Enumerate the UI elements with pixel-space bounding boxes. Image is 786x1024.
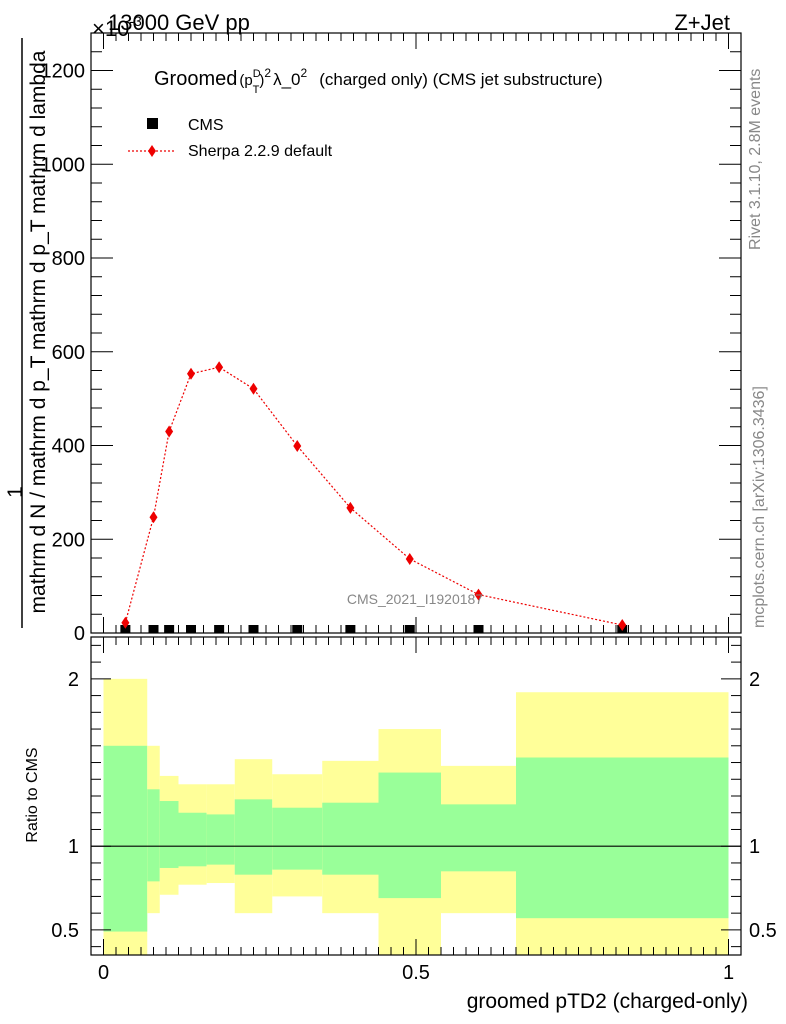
process-label: Z+Jet <box>674 10 730 35</box>
sherpa-point-1 <box>149 511 158 524</box>
sherpa-line <box>124 366 623 626</box>
legend-cms-label: CMS <box>188 117 224 134</box>
energy-label: 13000 GeV pp <box>108 10 250 35</box>
ratio-green-band-4 <box>206 814 235 865</box>
mcplots-label: mcplots.cern.ch [arXiv:1306.3436] <box>751 386 768 628</box>
ratio-y-tick-label-left-0: 0.5 <box>51 920 79 942</box>
ratio-y-tick-label-left-2: 2 <box>68 669 79 691</box>
x-tick-label-2: 1 <box>723 962 734 984</box>
sherpa-point-8 <box>405 552 414 565</box>
y-tick-label-0: 0 <box>74 623 85 645</box>
y-tick-label-2: 400 <box>52 436 85 458</box>
ratio-green-band-7 <box>322 802 379 875</box>
x-tick-label-0: 0 <box>98 962 109 984</box>
ratio-green-band-2 <box>159 801 179 868</box>
legend-cms-marker <box>147 118 158 129</box>
cms-point-7 <box>345 625 356 633</box>
sherpa-point-6 <box>293 439 302 452</box>
ratio-green-band-10 <box>516 757 729 919</box>
sherpa-point-4 <box>215 361 224 374</box>
cms-point-3 <box>186 625 196 633</box>
legend-sherpa-label: Sherpa 2.2.9 default <box>188 143 333 160</box>
cms-point-0 <box>120 625 131 633</box>
x-tick-label-1: 0.5 <box>402 962 430 984</box>
ratio-green-band-5 <box>234 799 273 875</box>
ratio-y-tick-label-right-2: 2 <box>749 669 760 691</box>
ratio-green-band-1 <box>147 789 160 882</box>
rivet-version-label: Rivet 3.1.10, 2.8M events <box>747 69 764 250</box>
cms-point-6 <box>292 625 303 633</box>
ratio-y-tick-label-left-1: 1 <box>68 836 79 858</box>
sherpa-point-0 <box>121 616 130 629</box>
ratio-y-tick-label-right-0: 0.5 <box>749 920 777 942</box>
y-tick-label-3: 600 <box>52 342 85 364</box>
plot-title: Groomed (pD T)2 λ_02 (charged only) (CMS jet… <box>154 66 603 96</box>
cms-point-1 <box>148 625 159 633</box>
ratio-y-tick-label-right-1: 1 <box>749 836 760 858</box>
ratio-green-band-6 <box>272 807 323 870</box>
y-axis-title-denominator: mathrm d N / mathrm d p_T mathrm d p_T m… <box>27 50 50 613</box>
y-axis-title: 1 mathrm d N / mathrm d p_T mathrm d p_T… <box>4 38 50 628</box>
ratio-y-axis-title: Ratio to CMS <box>24 747 41 842</box>
legend-sherpa-marker <box>148 145 156 157</box>
x-axis-title: groomed pTD2 (charged-only) <box>467 990 748 1013</box>
y-tick-label-6: 1200 <box>41 61 86 83</box>
ratio-green-band-0 <box>103 745 148 932</box>
legend: CMS Sherpa 2.2.9 default <box>128 117 333 160</box>
y-tick-label-1: 200 <box>52 529 85 551</box>
analysis-watermark: CMS_2021_I1920187 <box>347 591 483 607</box>
ratio-plot-panel: 0 0.5 1 0.5 0.5 1 1 2 2 <box>51 636 777 984</box>
cms-point-8 <box>404 625 415 633</box>
cms-point-5 <box>248 625 259 633</box>
y-tick-label-4: 800 <box>52 248 85 270</box>
cms-point-2 <box>164 625 175 633</box>
y-exponent-label: ×10-3 <box>92 13 142 41</box>
main-plot-panel: 0 200 400 600 800 1000 1200 <box>41 32 742 645</box>
sherpa-point-10 <box>618 619 627 632</box>
sherpa-point-5 <box>249 382 258 395</box>
ratio-green-band-9 <box>441 804 516 872</box>
cms-point-4 <box>214 625 225 633</box>
y-axis-title-numerator: 1 <box>4 486 27 498</box>
cms-point-9 <box>473 625 484 633</box>
sherpa-point-3 <box>187 367 195 380</box>
sherpa-point-2 <box>165 425 174 438</box>
sherpa-point-9 <box>474 588 483 601</box>
y-tick-label-5: 1000 <box>41 154 86 176</box>
sherpa-point-7 <box>346 501 355 514</box>
ratio-green-band-8 <box>378 772 441 899</box>
ratio-green-band-3 <box>178 812 207 867</box>
